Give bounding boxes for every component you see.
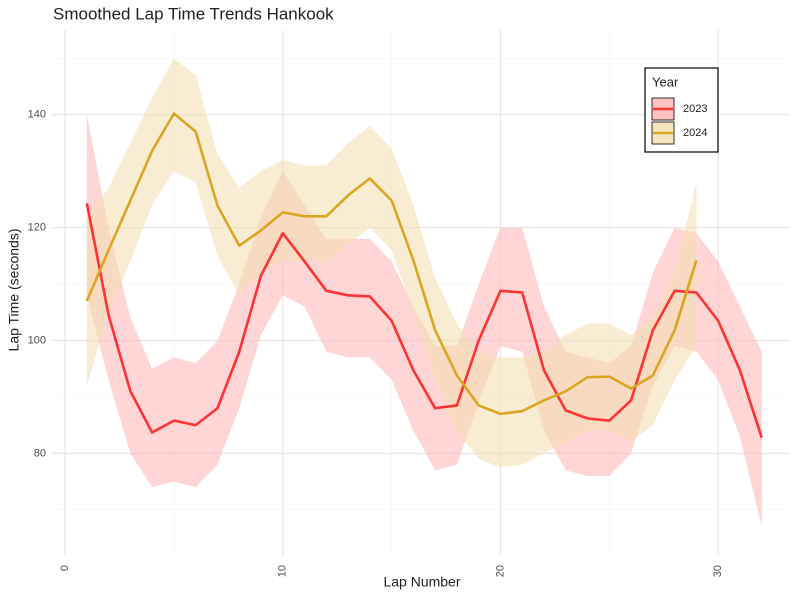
y-tick-label: 80 bbox=[34, 447, 46, 459]
y-tick-label: 140 bbox=[28, 109, 46, 121]
x-axis-label: Lap Number bbox=[383, 574, 460, 590]
y-tick-label: 120 bbox=[28, 221, 46, 233]
x-tick-label: 0 bbox=[59, 565, 71, 571]
y-axis-label: Lap Time (seconds) bbox=[6, 229, 22, 352]
series-line bbox=[85, 203, 763, 438]
chart-title: Smoothed Lap Time Trends Hankook bbox=[53, 4, 334, 23]
plot-area bbox=[85, 58, 763, 527]
confidence-band bbox=[86, 58, 697, 468]
series-line bbox=[85, 112, 698, 416]
legend: Year 2023 2024 bbox=[644, 67, 719, 153]
y-tick-label: 100 bbox=[28, 334, 46, 346]
legend-label: 2024 bbox=[683, 127, 707, 139]
x-tick-label: 30 bbox=[712, 565, 724, 577]
legend-label: 2023 bbox=[683, 103, 707, 115]
x-tick-label: 10 bbox=[277, 565, 289, 577]
x-tick-label: 20 bbox=[494, 565, 506, 577]
legend-title: Year bbox=[652, 74, 679, 89]
